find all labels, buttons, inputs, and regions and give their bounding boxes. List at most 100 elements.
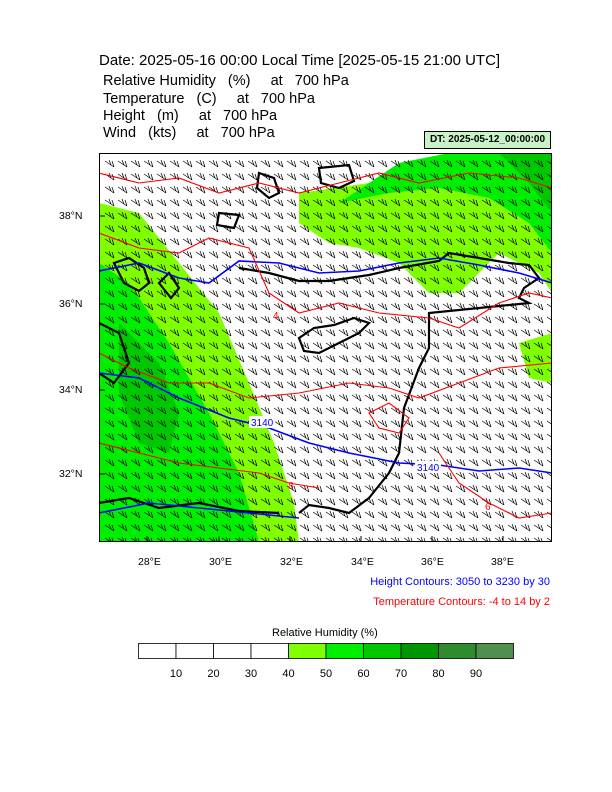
wind-barb (130, 328, 141, 337)
wind-barb (169, 445, 180, 454)
wind-barb (494, 224, 505, 233)
wind-barb (208, 172, 219, 181)
wind-barb (208, 523, 219, 532)
wind-barb (338, 289, 349, 298)
wind-barb (299, 172, 310, 181)
wind-barb (455, 159, 466, 168)
temperature-contours-caption: Temperature Contours: -4 to 14 by 2 (373, 596, 550, 608)
wind-barb (507, 484, 518, 493)
wind-barb (286, 198, 297, 207)
wind-barb (377, 315, 388, 324)
wind-barb (156, 523, 167, 532)
wind-barb (130, 172, 141, 181)
wind-barb (416, 159, 427, 168)
wind-barb (182, 354, 193, 363)
wind-barb (234, 237, 245, 246)
wind-barb (390, 354, 401, 363)
wind-barb (299, 237, 310, 246)
colorbar-box (325, 643, 364, 659)
wind-barb (117, 393, 128, 402)
wind-barb (130, 380, 141, 389)
wind-barb (221, 380, 232, 389)
wind-barb (260, 315, 271, 324)
wind-barb (338, 237, 349, 246)
wind-barb (481, 419, 492, 428)
wind-barb (325, 458, 336, 467)
wind-barb (286, 445, 297, 454)
wind-barb (494, 367, 505, 376)
wind-barb (169, 497, 180, 506)
wind-barb (156, 406, 167, 415)
wind-barb (455, 211, 466, 220)
wind-barb (364, 510, 375, 519)
lon-label-30: 30°E (209, 556, 232, 568)
wind-barb (182, 523, 193, 532)
wind-barb (299, 198, 310, 207)
wind-barb (481, 406, 492, 415)
wind-barb (156, 289, 167, 298)
wind-barb (507, 328, 518, 337)
wind-barb (195, 289, 206, 298)
wind-barb (130, 198, 141, 207)
wind-barb (442, 393, 453, 402)
wind-barb (442, 185, 453, 194)
wind-barb (325, 185, 336, 194)
wind-barb (507, 211, 518, 220)
wind-barb (325, 406, 336, 415)
wind-barb (468, 458, 479, 467)
wind-barb (169, 510, 180, 519)
wind-barb (221, 159, 232, 168)
wind-barb (286, 406, 297, 415)
wind-barb (390, 380, 401, 389)
wind-barb (195, 432, 206, 441)
wind-barb (455, 432, 466, 441)
wind-barb (273, 289, 284, 298)
wind-barb (520, 432, 531, 441)
wind-barb (416, 484, 427, 493)
wind-barb (104, 484, 115, 493)
height-label-3140-a: 3140 (251, 418, 274, 429)
wind-barb (182, 471, 193, 480)
wind-barb (338, 484, 349, 493)
wind-barb (221, 484, 232, 493)
wind-barb (507, 471, 518, 480)
wind-barb (416, 341, 427, 350)
wind-barb (390, 419, 401, 428)
wind-barb (442, 276, 453, 285)
wind-barb (429, 237, 440, 246)
wind-barb (273, 237, 284, 246)
wind-barb (403, 250, 414, 259)
wind-barb (247, 224, 258, 233)
wind-barb (156, 380, 167, 389)
wind-barb (403, 198, 414, 207)
wind-barb (494, 432, 505, 441)
temp-label-6: 6 (485, 502, 491, 513)
wind-barb (429, 341, 440, 350)
wind-barb (195, 510, 206, 519)
wind-barb (520, 341, 531, 350)
wind-barb (507, 419, 518, 428)
wind-barb (403, 497, 414, 506)
wind-barb (403, 406, 414, 415)
wind-barb (442, 419, 453, 428)
wind-barb (143, 328, 154, 337)
wind-barb (442, 341, 453, 350)
wind-barb (273, 367, 284, 376)
wind-barb (247, 237, 258, 246)
wind-barb (169, 185, 180, 194)
wind-barb (364, 237, 375, 246)
wind-barb (507, 185, 518, 194)
wind-barb (195, 341, 206, 350)
wind-barb (390, 185, 401, 194)
wind-barb (273, 445, 284, 454)
wind-barb (104, 419, 115, 428)
wind-barb (442, 484, 453, 493)
wind-barb (260, 484, 271, 493)
wind-barb (221, 406, 232, 415)
wind-barb (403, 367, 414, 376)
wind-barb (533, 237, 544, 246)
wind-barb (533, 328, 544, 337)
variable-line-temp: Temperature (C) at 700 hPa (103, 91, 315, 107)
wind-barb (221, 458, 232, 467)
wind-barb (507, 458, 518, 467)
